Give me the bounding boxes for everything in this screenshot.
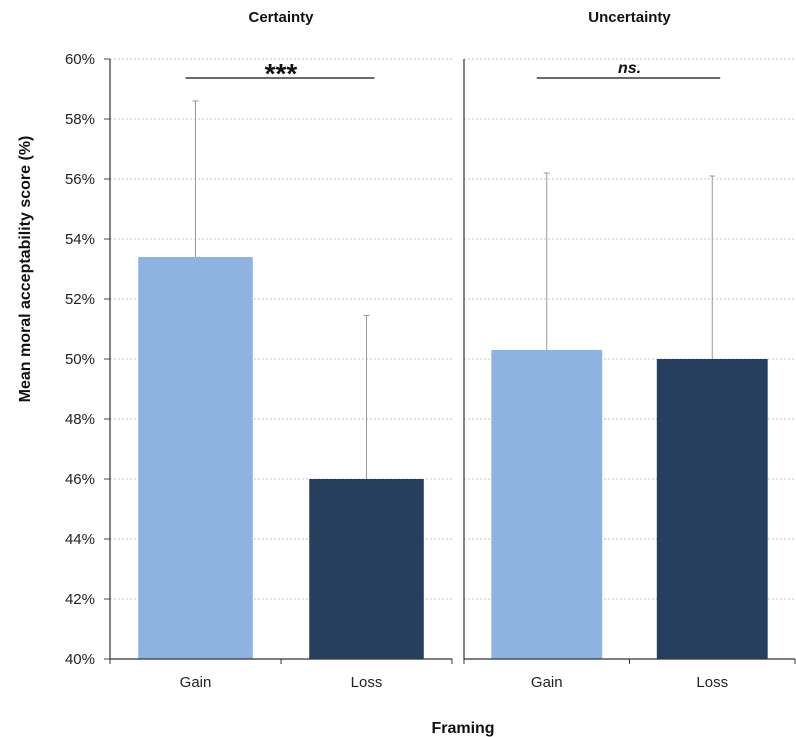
y-tick-label: 54% (65, 231, 95, 248)
panel-title: Certainty (248, 9, 314, 26)
panel-title: Uncertainty (588, 9, 671, 26)
y-tick-label: 44% (65, 531, 95, 548)
x-category-label: Gain (180, 674, 212, 691)
y-tick-label: 40% (65, 651, 95, 668)
significance-label: *** (265, 58, 298, 89)
y-tick-label: 42% (65, 591, 95, 608)
axes (104, 58, 796, 664)
bars (138, 257, 768, 659)
y-tick-label: 48% (65, 411, 95, 428)
x-category-label: Loss (351, 674, 383, 691)
error-bars (192, 100, 716, 479)
y-tick-label: 56% (65, 171, 95, 188)
y-tick-label: 58% (65, 111, 95, 128)
y-tick-label: 52% (65, 291, 95, 308)
bar-loss (656, 359, 768, 659)
bar-gain (491, 350, 603, 659)
y-tick-label: 50% (65, 351, 95, 368)
x-axis-title: Framing (431, 720, 494, 737)
labels: 40% 42% 44% 46% 48% 50% 52% 54% 56% 58% 60% Certain… (65, 9, 728, 691)
y-tick-label: 46% (65, 471, 95, 488)
x-category-label: Gain (531, 674, 563, 691)
significance-label: ns. (618, 60, 641, 77)
y-tick-label: 60% (65, 51, 95, 68)
y-axis-title: Mean moral acceptability score (%) (17, 136, 34, 403)
bar-loss (309, 479, 424, 659)
bar-gain (138, 257, 253, 659)
x-category-label: Loss (696, 674, 728, 691)
